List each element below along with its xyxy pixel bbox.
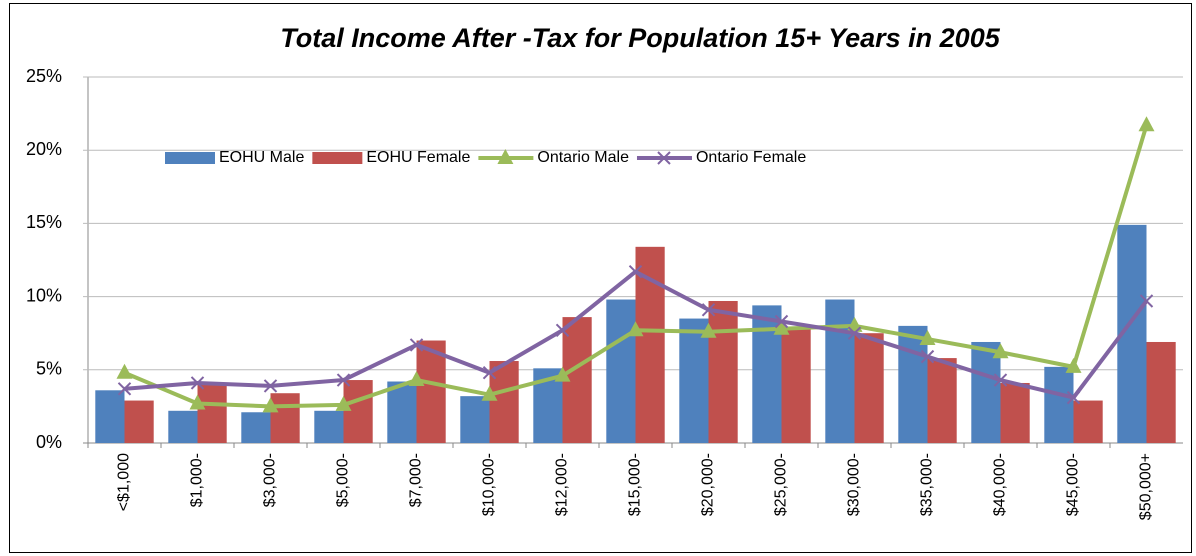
x-tick-label: $25,000- [773,453,790,516]
y-tick-label: 20% [26,139,62,159]
legend-swatch [312,152,363,164]
bar [1044,366,1074,443]
x-tick-label: $45,000- [1065,453,1082,516]
bar [270,393,300,443]
chart-frame [9,3,1192,553]
marker [628,265,643,279]
x-tick-label: $50,000+ [1138,453,1155,520]
bar [314,410,344,443]
marker [700,322,717,338]
bar [825,299,855,443]
marker [992,343,1009,359]
y-tick-label: 15% [26,212,62,232]
bar [708,300,738,443]
marker [189,394,206,410]
marker [1066,390,1081,405]
marker [190,376,205,390]
marker [1138,116,1155,132]
bar [898,325,928,443]
marker [481,385,498,401]
marker [335,395,352,411]
legend-label: EOHU Female [366,149,470,166]
marker [627,321,644,337]
marker [919,330,936,346]
x-tick-label: $1,000- [189,453,206,507]
y-tick-label: 0% [36,432,62,452]
marker [409,338,424,352]
x-tick-label: <$1,000 [116,453,133,511]
bar [416,340,446,443]
marker [993,373,1008,387]
x-tick-label: $10,000- [481,453,498,516]
marker [1139,294,1154,308]
marker [657,151,671,165]
bar [460,396,490,443]
marker [408,371,425,387]
marker [920,349,935,364]
x-tick-label: $12,000- [554,453,571,516]
marker [847,326,862,340]
legend-label: Ontario Female [696,149,806,166]
x-tick-label: $30,000- [846,453,863,516]
bar [606,299,636,443]
legend-swatch [165,152,215,164]
marker [262,397,279,413]
marker [701,303,716,317]
marker [497,149,514,164]
marker [555,323,570,337]
x-tick-label: $40,000- [992,453,1009,516]
x-tick-label: $15,000- [627,453,644,516]
bar [168,410,198,443]
marker [116,363,133,379]
legend-label: Ontario Male [537,149,629,166]
chart-title: Total Income After -Tax for Population 1… [280,23,1000,53]
bar [679,318,709,443]
x-tick-label: $35,000- [919,453,936,516]
y-tick-label: 5% [36,359,62,379]
bar [1000,382,1030,443]
bar [1073,400,1103,443]
marker [336,373,351,387]
bar [971,341,1001,443]
marker [482,366,497,380]
marker [773,319,790,335]
legend-label: EOHU Male [219,149,304,166]
x-tick-label: $5,000- [335,453,352,507]
marker [1065,357,1082,373]
bar [95,390,125,443]
bar [854,333,884,443]
bar [343,380,373,443]
bar [197,384,227,443]
x-tick-label: $3,000- [262,453,279,507]
bar [781,328,811,443]
bar [241,412,271,443]
bar [1146,341,1176,443]
marker [263,379,278,393]
x-tick-label: $20,000- [700,453,717,516]
x-tick-label: $7,000- [408,453,425,507]
bar [489,361,519,443]
y-tick-label: 10% [26,285,62,305]
marker [554,366,571,382]
bar [124,400,154,443]
y-tick-label: 25% [26,66,62,86]
marker [117,382,132,396]
bar [387,381,417,443]
marker [774,314,789,329]
bar [927,358,957,443]
